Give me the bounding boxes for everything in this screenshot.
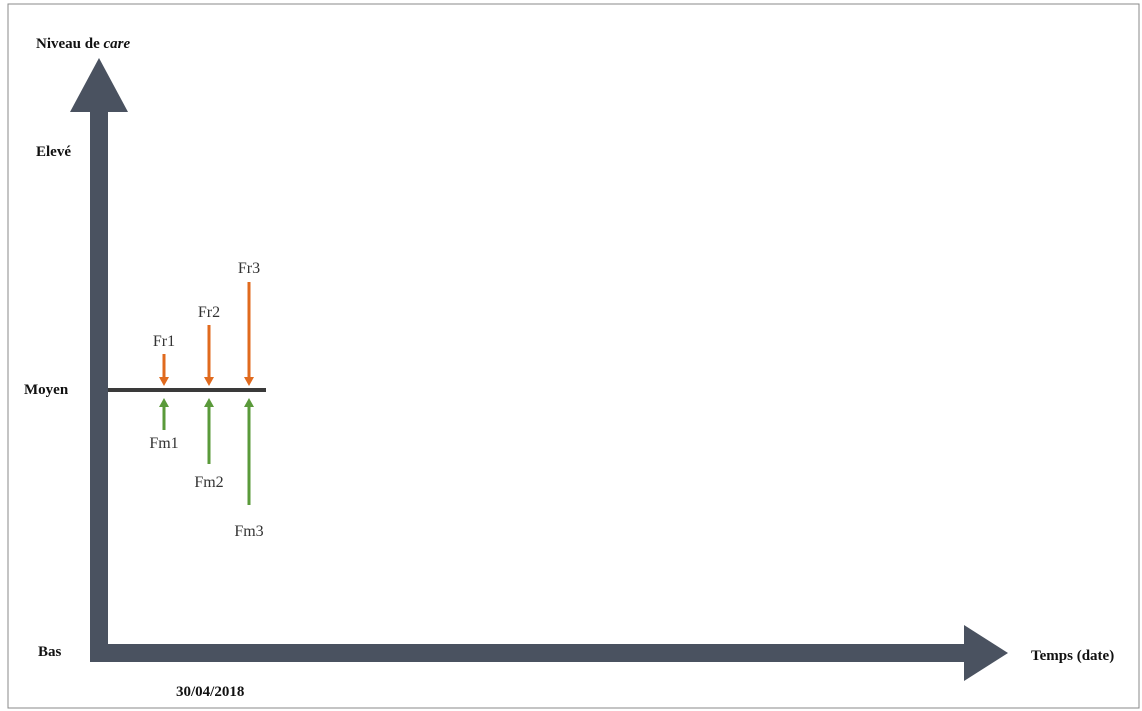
x-axis-arrowhead (964, 625, 1008, 681)
x-axis-date-label: 30/04/2018 (176, 684, 244, 700)
fm3-arrow (244, 398, 254, 505)
fr2-label: Fr2 (198, 304, 220, 321)
level-high-label: Elevé (36, 144, 71, 160)
fr3-label: Fr3 (238, 260, 260, 277)
fm1-arrow (159, 398, 169, 430)
x-axis-shaft (90, 644, 970, 662)
fm2-label: Fm2 (194, 474, 223, 491)
y-axis-arrowhead (70, 58, 128, 112)
fm1-label: Fm1 (149, 435, 178, 452)
x-axis-title: Temps (date) (1031, 648, 1114, 664)
level-medium-label: Moyen (24, 382, 69, 398)
y-axis-title: Niveau de care (36, 36, 130, 52)
fm2-arrow (204, 398, 214, 464)
fr2-arrow (204, 325, 214, 386)
frame-border (7, 3, 1140, 709)
y-axis-shaft (90, 110, 108, 662)
level-low-label: Bas (38, 644, 62, 660)
y-axis-title-prefix: Niveau de (36, 36, 104, 52)
fr1-arrow (159, 354, 169, 386)
y-axis-title-italic: care (104, 36, 131, 52)
fm3-label: Fm3 (234, 523, 263, 540)
fr3-arrow (244, 282, 254, 386)
fr1-label: Fr1 (153, 333, 175, 350)
